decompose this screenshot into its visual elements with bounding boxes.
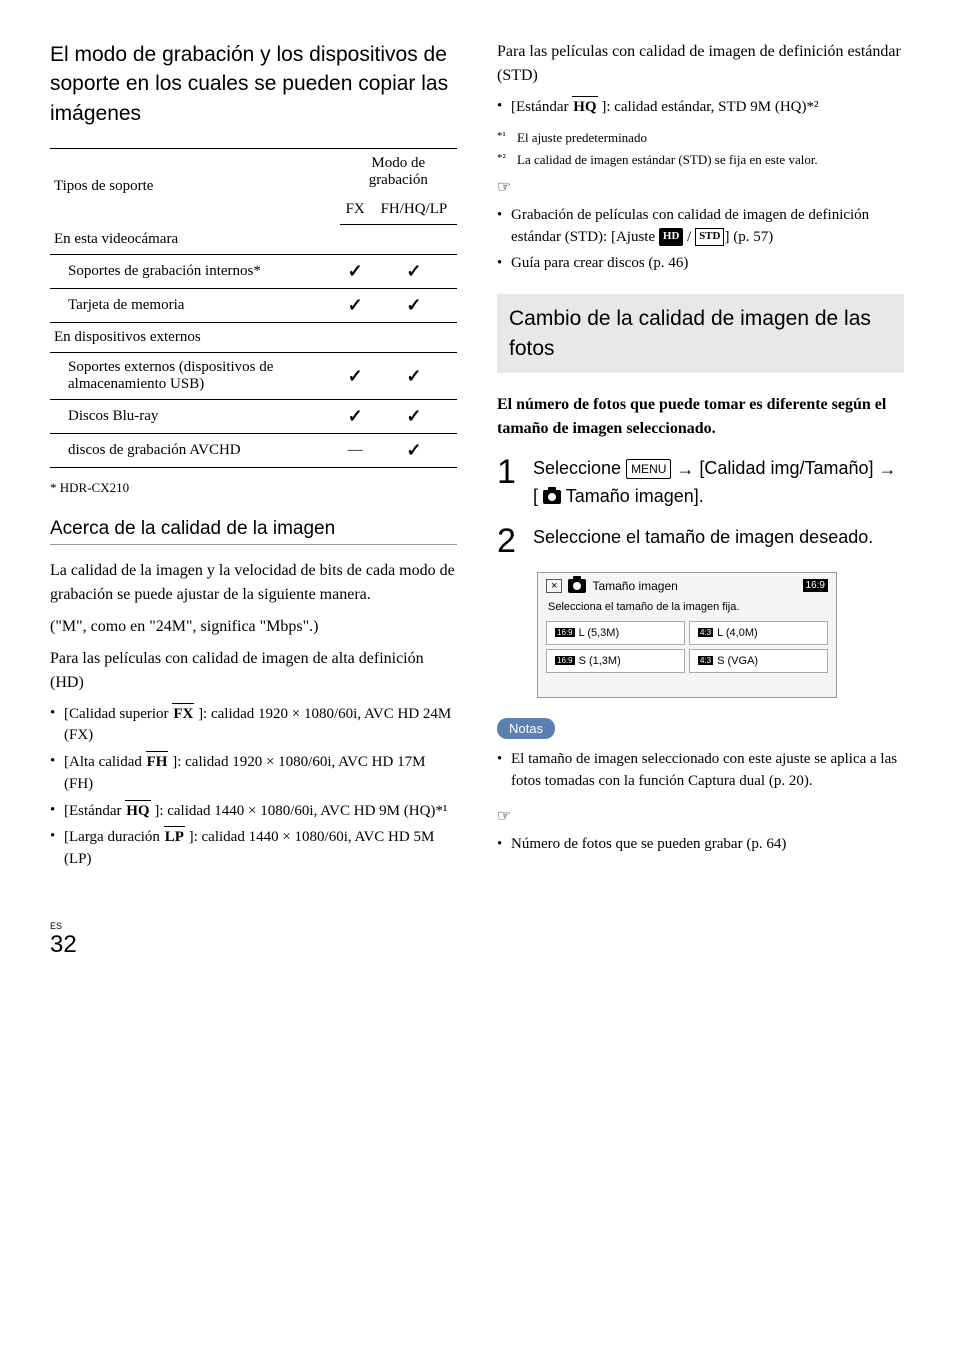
table-row: Soportes externos (dispositivos de almac…	[50, 353, 457, 400]
hd-quality-list: [Calidad superior FX ]: calidad 1920 × 1…	[50, 703, 457, 871]
table-row: Tarjeta de memoria ✓ ✓	[50, 289, 457, 323]
step-number: 1	[497, 455, 521, 489]
quality-intro-1: La calidad de la imagen y la velocidad d…	[50, 559, 457, 607]
list-item: Guía para crear discos (p. 46)	[497, 253, 904, 275]
check-icon: ✓	[371, 400, 457, 434]
step-2: 2 Seleccione el tamaño de imagen deseado…	[497, 524, 904, 558]
list-item: [Larga duración LP ]: calidad 1440 × 108…	[50, 826, 457, 871]
quality-code-hq: HQ	[572, 96, 597, 119]
table-row: Discos Blu-ray ✓ ✓	[50, 400, 457, 434]
step-number: 2	[497, 524, 521, 558]
reference-list: Número de fotos que se pueden grabar (p.…	[497, 834, 904, 856]
row-internal-media: Soportes de grabación internos*	[50, 255, 340, 289]
menu-button-icon: MENU	[626, 459, 671, 479]
group-in-camcorder: En esta videocámara	[50, 225, 457, 255]
check-icon: ✓	[371, 255, 457, 289]
step-text: Seleccione MENU → [Calidad img/Tamaño] →…	[533, 455, 904, 510]
group-external-devices: En dispositivos externos	[50, 323, 457, 353]
check-icon: ✓	[340, 289, 371, 323]
arrow-right-icon: →	[879, 459, 897, 479]
screenshot-title: Tamaño imagen	[592, 579, 677, 593]
quality-code-fh: FH	[146, 751, 169, 774]
aspect-ratio-badge: 16:9	[803, 579, 828, 592]
size-option: 16:9L (5,3M)	[546, 621, 685, 645]
arrow-right-icon: →	[676, 459, 694, 479]
col-recording-mode: Modo de grabación	[340, 149, 457, 196]
heading-image-quality: Acerca de la calidad de la imagen	[50, 518, 457, 545]
list-item: Grabación de películas con calidad de im…	[497, 205, 904, 249]
quality-intro-2: ("M", como en "24M", significa "Mbps".)	[50, 615, 457, 639]
photo-quality-intro: El número de fotos que puede tomar es di…	[497, 393, 904, 441]
row-memory-card: Tarjeta de memoria	[50, 289, 340, 323]
hd-badge-icon: HD	[659, 228, 684, 246]
col-media-types: Tipos de soporte	[50, 149, 340, 225]
col-fhhqlp: FH/HQ/LP	[371, 195, 457, 225]
check-icon: ✓	[340, 353, 371, 400]
check-icon: ✓	[371, 353, 457, 400]
quality-code-fx: FX	[172, 703, 194, 726]
check-icon: ✓	[340, 255, 371, 289]
size-option: 16:9S (1,3M)	[546, 649, 685, 673]
row-external-usb: Soportes externos (dispositivos de almac…	[50, 353, 340, 400]
step-text: Seleccione el tamaño de imagen deseado.	[533, 524, 904, 551]
table-footnote: * HDR-CX210	[50, 478, 457, 498]
hand-pointer-icon: ☞	[497, 806, 511, 826]
list-item: [Estándar HQ ]: calidad 1440 × 1080/60i,…	[50, 800, 457, 823]
row-avchd: discos de grabación AVCHD	[50, 434, 340, 468]
heading-recording-mode: El modo de grabación y los dispositivos …	[50, 40, 457, 128]
dash: —	[340, 434, 371, 468]
footnote-1: *¹El ajuste predeterminado	[497, 129, 904, 147]
heading-photo-quality: Cambio de la calidad de imagen de las fo…	[497, 294, 904, 373]
quality-std-intro: Para las películas con calidad de imagen…	[497, 40, 904, 88]
screenshot-subtitle: Selecciona el tamaño de la imagen fija.	[538, 599, 836, 621]
list-item: [Estándar HQ ]: calidad estándar, STD 9M…	[497, 96, 904, 119]
quality-hd-intro: Para las películas con calidad de imagen…	[50, 647, 457, 695]
col-fx: FX	[340, 195, 371, 225]
reference-list: Grabación de películas con calidad de im…	[497, 205, 904, 274]
list-item: Número de fotos que se pueden grabar (p.…	[497, 834, 904, 856]
size-option: 4:3L (4,0M)	[689, 621, 828, 645]
hand-pointer-icon: ☞	[497, 177, 511, 197]
table-row: discos de grabación AVCHD — ✓	[50, 434, 457, 468]
check-icon: ✓	[371, 289, 457, 323]
page-number: ES 32	[50, 921, 904, 959]
notes-list: El tamaño de imagen seleccionado con est…	[497, 749, 904, 793]
camera-icon	[568, 579, 586, 593]
row-bluray: Discos Blu-ray	[50, 400, 340, 434]
list-item: [Alta calidad FH ]: calidad 1920 × 1080/…	[50, 751, 457, 796]
camera-icon	[543, 490, 561, 504]
quality-code-lp: LP	[164, 826, 185, 849]
image-size-screenshot: × Tamaño imagen 16:9 Selecciona el tamañ…	[537, 572, 837, 698]
list-item: [Calidad superior FX ]: calidad 1920 × 1…	[50, 703, 457, 748]
size-option: 4:3S (VGA)	[689, 649, 828, 673]
close-icon: ×	[546, 579, 562, 593]
recording-mode-table: Tipos de soporte Modo de grabación FX FH…	[50, 148, 457, 468]
check-icon: ✓	[371, 434, 457, 468]
notes-label: Notas	[497, 718, 555, 739]
list-item: El tamaño de imagen seleccionado con est…	[497, 749, 904, 793]
std-badge-icon: STD	[695, 228, 724, 246]
std-quality-list: [Estándar HQ ]: calidad estándar, STD 9M…	[497, 96, 904, 119]
table-row: Soportes de grabación internos* ✓ ✓	[50, 255, 457, 289]
footnote-2: *²La calidad de imagen estándar (STD) se…	[497, 151, 904, 169]
check-icon: ✓	[340, 400, 371, 434]
quality-code-hq: HQ	[125, 800, 150, 823]
step-1: 1 Seleccione MENU → [Calidad img/Tamaño]…	[497, 455, 904, 510]
